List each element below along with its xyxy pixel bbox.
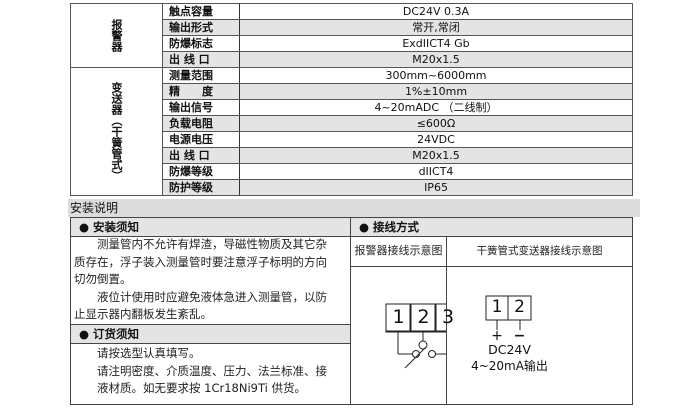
text-line: 请注明密度、介质温度、压力、法兰标准、接 <box>74 363 327 378</box>
spec-value: 300mm~6000mm <box>239 67 633 84</box>
spec-value: IP65 <box>239 179 633 196</box>
text-line: 液材质。如无要求按 1Cr18Ni9Ti 供货。 <box>74 381 306 395</box>
polarity: + − <box>486 328 531 344</box>
spec-value: M20x1.5 <box>239 51 633 68</box>
terminal-3: 3 <box>441 306 455 328</box>
spec-value: 常开,常闭 <box>239 19 633 36</box>
transmitter-terminals: 1 2 <box>486 297 531 317</box>
spec-value: 24VDC <box>239 131 633 148</box>
spec-table: 报警器 触点容量 DC24V 0.3A 输出形式 常开,常闭 防爆标志 ExdIICT4 G… <box>70 3 633 196</box>
text-line: 液位计使用时应避免液体急进入测量管，以防 <box>74 289 327 304</box>
spec-label: 精 度 <box>162 83 240 100</box>
alarm-group-label: 报警器 <box>70 3 163 68</box>
alarm-switch-icon <box>385 303 446 369</box>
text-line: 止显示器内翻板发生紊乱。 <box>74 307 212 321</box>
text-line: 请按选型认真填写。 <box>74 346 201 360</box>
order-notice-header: ● 订货须知 <box>71 324 350 344</box>
spec-row: 输出形式 常开,常闭 <box>71 19 633 36</box>
install-section-title: 安装说明 <box>68 199 640 217</box>
spec-label: 防爆标志 <box>162 35 240 52</box>
spec-label: 输出信号 <box>162 99 240 116</box>
terminal-1: 1 <box>491 297 503 317</box>
spec-row: 报警器 触点容量 DC24V 0.3A <box>70 3 633 68</box>
spec-value: M20x1.5 <box>239 147 633 164</box>
wiring-header: ● 接线方式 <box>351 218 632 237</box>
spec-row: 防护等级 IP65 <box>71 179 633 196</box>
spec-label: 出 线 口 <box>162 51 240 68</box>
spec-row: 防爆等级 dIICT4 <box>71 163 633 180</box>
spec-value: ExdIICT4 Gb <box>239 35 633 52</box>
spec-value: 4~20mADC （二线制） <box>239 99 633 116</box>
spec-row: 变送器（干簧管式） 测量范围 300mm~6000mm <box>70 67 633 196</box>
spec-value: ≤600Ω <box>239 115 633 132</box>
spec-label: 防爆等级 <box>162 163 240 180</box>
spec-value: 1%±10mm <box>239 83 633 100</box>
terminal-2: 2 <box>514 297 525 317</box>
spec-label: 触点容量 <box>162 3 240 20</box>
spec-row: 输出信号 4~20mADC （二线制） <box>71 99 633 116</box>
transmitter-group-label: 变送器（干簧管式） <box>70 67 163 196</box>
spec-row: 负载电阻 ≤600Ω <box>71 115 633 132</box>
output-label: 4~20mA输出 <box>471 359 548 373</box>
terminal-1: 1 <box>392 306 405 328</box>
spec-label: 测量范围 <box>162 67 240 84</box>
minus-sign: − <box>513 328 526 344</box>
text-line: 切勿倒置。 <box>74 272 132 286</box>
spec-value: DC24V 0.3A <box>239 3 633 20</box>
terminal-2: 2 <box>417 306 430 328</box>
wiring-panel: ● 接线方式 报警器接线示意图 干簧管式变送器接线示意图 1 2 3 1 2 +… <box>350 217 633 405</box>
alarm-diagram-title: 报警器接线示意图 <box>354 244 443 257</box>
spec-label: 负载电阻 <box>162 115 240 132</box>
transmitter-diagram-title: 干簧管式变送器接线示意图 <box>476 245 603 257</box>
spec-row: 精 度 1%±10mm <box>71 83 633 100</box>
power-label: DC24V <box>488 342 531 357</box>
alarm-terminals: 1 2 3 <box>386 306 460 328</box>
transmitter-wiring-diagram <box>485 295 532 330</box>
spec-label: 防护等级 <box>162 179 240 196</box>
install-notice-header: ● 安装须知 <box>71 218 350 237</box>
spec-label: 电源电压 <box>162 131 240 148</box>
text-line: 测量管内不允许有焊渣，导磁性物质及其它杂 <box>74 237 327 251</box>
text-line: 质存在，浮子装入测量管时要注意浮子标明的方向 <box>74 254 327 269</box>
install-notice-text: 测量管内不允许有焊渣，导磁性物质及其它杂 质存在，浮子装入测量管时要注意浮子标明… <box>74 236 350 324</box>
install-notice-panel: ● 安装须知 测量管内不允许有焊渣，导磁性物质及其它杂 质存在，浮子装入测量管时… <box>70 217 351 405</box>
plus-sign: + <box>491 328 503 344</box>
order-notice-text: 请按选型认真填写。 请注明密度、介质温度、压力、法兰标准、接 液材质。如无要求按… <box>74 345 350 398</box>
spec-label: 出 线 口 <box>162 147 240 164</box>
spec-label: 输出形式 <box>162 19 240 36</box>
spec-value: dIICT4 <box>239 163 633 180</box>
